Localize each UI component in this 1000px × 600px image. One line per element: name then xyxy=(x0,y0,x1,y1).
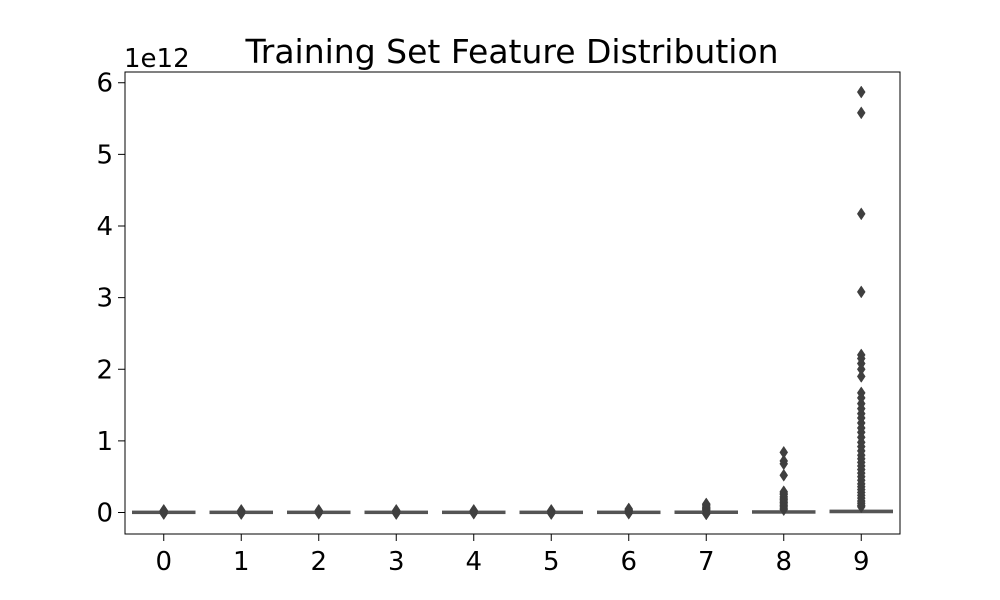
outlier-point xyxy=(546,507,556,521)
outlier-point xyxy=(469,506,479,520)
x-tick-label: 7 xyxy=(698,547,715,577)
outlier-point xyxy=(856,106,866,120)
plot-frame xyxy=(124,71,901,535)
x-tick-label: 3 xyxy=(388,547,405,577)
box-category-8 xyxy=(752,445,816,517)
outlier-point xyxy=(314,506,324,520)
outlier-point xyxy=(624,506,634,520)
x-tick-label: 1 xyxy=(233,547,250,577)
boxes-group xyxy=(132,85,893,521)
x-axis: 0 1 2 3 4 5 6 7 8 9 xyxy=(155,534,870,577)
box-category-3 xyxy=(364,503,428,521)
y-tick-label: 3 xyxy=(96,284,113,314)
box-category-0 xyxy=(132,503,196,521)
outlier-point xyxy=(159,507,169,521)
outlier-point xyxy=(779,454,789,468)
outlier-point xyxy=(856,85,866,99)
outlier-point xyxy=(856,386,866,400)
chart-title: Training Set Feature Distribution xyxy=(244,32,778,71)
box-category-7 xyxy=(674,497,738,521)
x-tick-label: 9 xyxy=(853,547,870,577)
y-tick-label: 6 xyxy=(96,69,113,99)
box-category-5 xyxy=(519,503,583,521)
outlier-point xyxy=(701,507,711,521)
outlier-point xyxy=(856,348,866,362)
box-category-1 xyxy=(209,503,273,521)
outlier-point xyxy=(856,285,866,299)
box-category-4 xyxy=(442,503,506,520)
outlier-point xyxy=(236,507,246,521)
outlier-point xyxy=(856,369,866,383)
y-tick-label: 2 xyxy=(96,355,113,385)
y-axis-offset-label: 1e12 xyxy=(124,44,190,74)
outlier-point xyxy=(391,507,401,521)
y-tick-label: 1 xyxy=(96,427,113,457)
y-tick-label: 5 xyxy=(96,140,113,170)
box-category-2 xyxy=(287,503,351,520)
y-axis: 0 1 2 3 4 5 6 xyxy=(96,69,125,529)
outlier-point xyxy=(779,485,789,499)
box-category-9 xyxy=(829,85,893,514)
x-tick-label: 8 xyxy=(775,547,792,577)
outlier-point xyxy=(856,207,866,221)
box-category-6 xyxy=(597,502,661,520)
x-tick-label: 0 xyxy=(155,547,172,577)
x-tick-label: 2 xyxy=(310,547,327,577)
x-tick-label: 5 xyxy=(543,547,560,577)
x-tick-label: 4 xyxy=(465,547,482,577)
y-tick-label: 0 xyxy=(96,499,113,529)
outlier-point xyxy=(779,445,789,459)
y-tick-label: 4 xyxy=(96,212,113,242)
outlier-point xyxy=(779,468,789,482)
x-tick-label: 6 xyxy=(620,547,637,577)
